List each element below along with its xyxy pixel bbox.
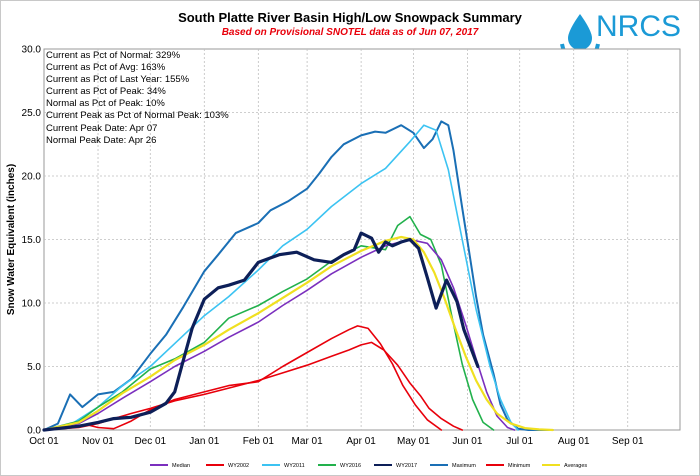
y-axis-label: Snow Water Equivalent (inches) <box>6 164 17 315</box>
x-tick-label: Jan 01 <box>189 436 219 447</box>
x-tick-label: Nov 01 <box>82 436 114 447</box>
stat-line: Normal Peak Date: Apr 26 <box>46 134 157 146</box>
chart-subtitle: Based on Provisional SNOTEL data as of J… <box>221 27 479 38</box>
y-tick-label: 20.0 <box>22 172 42 183</box>
chart-title: South Platte River Basin High/Low Snowpa… <box>178 10 522 25</box>
stat-line: Current as Pct of Normal: 329% <box>46 50 181 61</box>
stats-block: Current as Pct of Normal: 329% Current a… <box>46 50 229 147</box>
legend-label: WY2016 <box>340 463 361 469</box>
series-line-wy2002 <box>43 341 464 431</box>
series-line-wy2017 <box>42 231 480 432</box>
stat-line: Current as Pct of Last Year: 155% <box>46 74 190 86</box>
y-tick-label: 15.0 <box>22 235 42 246</box>
y-tick-label: 25.0 <box>22 108 42 119</box>
nrcs-logo-text: NRCS <box>596 10 682 43</box>
legend-label: WY2017 <box>396 463 417 469</box>
legend-label: Averages <box>564 463 587 469</box>
stat-line: Current Peak Date: Apr 07 <box>46 122 158 134</box>
x-tick-label: Aug 01 <box>558 436 590 447</box>
x-tick-label: Dec 01 <box>134 436 166 447</box>
legend-label: Minimum <box>508 463 531 469</box>
x-tick-label: May 01 <box>397 436 430 447</box>
legend-label: Maximum <box>452 463 476 469</box>
y-tick-label: 0.0 <box>27 426 41 437</box>
x-tick-label: Apr 01 <box>346 436 376 447</box>
legend-label: WY2002 <box>228 463 249 469</box>
series-line-wy2011 <box>43 124 519 431</box>
x-tick-label: Jun 01 <box>452 436 482 447</box>
y-tick-label: 5.0 <box>27 362 41 373</box>
y-tick-label: 30.0 <box>22 45 42 56</box>
stat-line: Current Peak as Pct of Normal Peak: 103% <box>46 110 229 122</box>
stat-line: Current as Pct of Peak: 34% <box>46 86 166 98</box>
x-tick-label: Jul 01 <box>506 436 533 447</box>
series-line-averages <box>42 235 554 432</box>
x-tick-label: Mar 01 <box>292 436 324 447</box>
series-line-maximum <box>43 120 554 431</box>
stat-line: Normal as Pct of Peak: 10% <box>46 98 165 110</box>
series-line-minimum <box>43 325 443 431</box>
x-tick-label: Feb 01 <box>243 436 275 447</box>
y-tick-label: 10.0 <box>22 299 42 310</box>
stat-line: Current as Pct of Avg: 163% <box>46 62 166 74</box>
x-tick-label: Oct 01 <box>29 436 59 447</box>
legend-label: WY2011 <box>284 463 305 469</box>
legend-label: Median <box>172 463 190 469</box>
x-tick-label: Sep 01 <box>612 436 644 447</box>
